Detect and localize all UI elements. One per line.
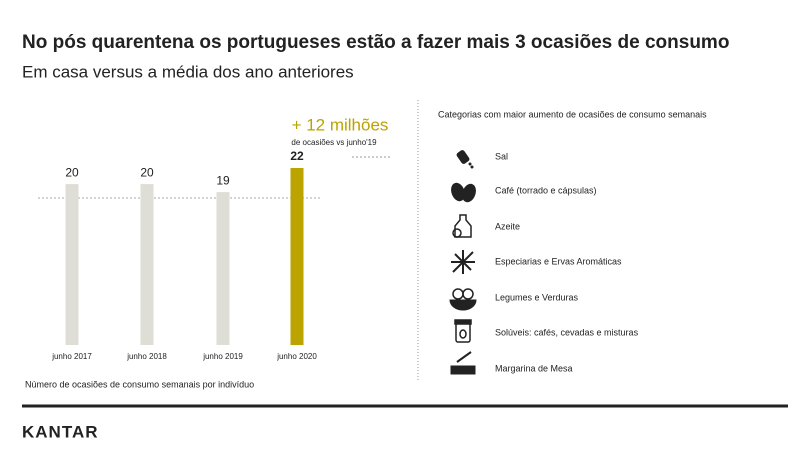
bar [290, 168, 304, 345]
x-tick-label: junho 2020 [276, 352, 317, 361]
x-tick-label: junho 2018 [126, 352, 167, 361]
panel-heading: Categorias com maior aumento de ocasiões… [438, 109, 707, 119]
category-item: Café (torrado e cápsulas) [495, 185, 597, 195]
category-item: Azeite [495, 221, 520, 231]
x-tick-label: junho 2017 [51, 352, 92, 361]
category-item: Solúveis: cafés, cevadas e misturas [495, 327, 639, 337]
value-label: 20 [140, 165, 154, 179]
bar [140, 184, 154, 345]
value-label: 22 [290, 149, 304, 163]
value-label: 19 [216, 173, 230, 187]
bar [216, 192, 230, 345]
brand: KANTAR [22, 422, 99, 441]
title: No pós quarentena os portugueses estão a… [22, 32, 729, 53]
x-tick-label: junho 2019 [202, 352, 243, 361]
bar [65, 184, 79, 345]
value-label: 20 [65, 165, 79, 179]
footnote: Número de ocasiões de consumo semanais p… [25, 379, 254, 389]
category-item: Especiarias e Ervas Aromáticas [495, 256, 622, 266]
category-item: Legumes e Verduras [495, 292, 579, 302]
icons [449, 150, 477, 375]
annotation: + 12 milhões [292, 115, 389, 134]
category-item: Sal [495, 151, 508, 161]
category-item: Margarina de Mesa [495, 363, 573, 373]
subtitle: Em casa versus a média dos ano anteriore… [22, 62, 354, 81]
annotation-note: de ocasiões vs junho'19 [291, 138, 377, 147]
